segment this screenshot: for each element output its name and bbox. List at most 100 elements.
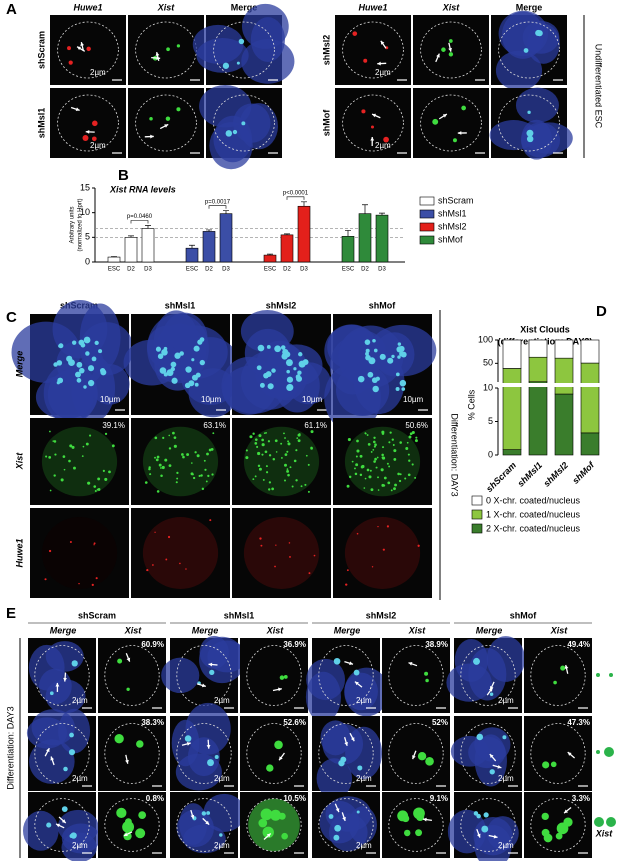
- signal: [176, 471, 179, 475]
- nucleus-outline: [213, 94, 275, 152]
- percentage: 63.1%: [203, 421, 226, 430]
- signal: [398, 479, 402, 483]
- signal: [261, 453, 264, 456]
- percentage: 49.4%: [567, 640, 590, 649]
- signal: [285, 359, 293, 367]
- signal: [274, 740, 283, 750]
- nucleus-outline: [34, 798, 90, 852]
- signal: [297, 439, 301, 443]
- nucleus: [161, 657, 200, 694]
- signal: [63, 468, 66, 471]
- signal: [345, 583, 348, 586]
- signal: [156, 490, 160, 493]
- signal: [155, 458, 159, 462]
- nucleus-outline: [246, 723, 302, 784]
- nucleus-outline: [246, 645, 302, 706]
- column-header: Merge: [231, 2, 258, 12]
- signal: [286, 468, 289, 470]
- row-label: shMsl2: [321, 35, 331, 66]
- signal: [382, 548, 385, 551]
- column-subheader: Xist: [408, 625, 427, 635]
- signal: [361, 464, 365, 469]
- signal: [382, 446, 385, 449]
- signal: [271, 487, 274, 491]
- signal: [364, 339, 371, 345]
- signal: [69, 541, 72, 544]
- signal: [197, 339, 203, 345]
- signal: [448, 39, 453, 43]
- signal: [399, 379, 407, 387]
- signal: [206, 811, 211, 815]
- arrow-head: [46, 748, 50, 753]
- signal: [415, 829, 423, 837]
- signal: [295, 449, 298, 452]
- signal: [201, 811, 207, 816]
- bar: [263, 254, 277, 263]
- signal: [526, 135, 534, 143]
- bar-segment: [554, 393, 574, 456]
- signal: [168, 434, 171, 437]
- signal: [307, 490, 310, 493]
- signal: [76, 378, 82, 383]
- signal: [305, 454, 308, 457]
- signal: [94, 489, 97, 493]
- nucleus-outline: [176, 798, 232, 852]
- arrow-head: [493, 834, 498, 839]
- percentage: 3.3%: [572, 794, 590, 803]
- signal: [159, 367, 167, 374]
- legend-swatch: [471, 495, 483, 506]
- signal: [165, 558, 168, 561]
- signal: [372, 449, 375, 451]
- signal: [371, 566, 374, 568]
- percentage: 0.8%: [146, 794, 164, 803]
- bar-segment: [502, 368, 522, 450]
- signal: [385, 46, 389, 50]
- signal: [200, 474, 203, 477]
- micrograph: [382, 638, 450, 713]
- cell-body: [142, 517, 219, 589]
- signal: [381, 453, 384, 457]
- signal: [92, 120, 98, 127]
- cell-body: [142, 426, 219, 497]
- signal: [483, 812, 489, 818]
- signal: [388, 441, 391, 444]
- signal: [102, 469, 105, 472]
- signal: [245, 449, 248, 452]
- scale-label: 2µm: [72, 774, 88, 783]
- signal: [391, 438, 394, 441]
- cell-body: [243, 426, 320, 497]
- bracket: [208, 205, 227, 209]
- signal: [374, 457, 377, 461]
- panel-label: C: [6, 309, 17, 326]
- legend-swatch: [419, 235, 435, 245]
- panel-label: A: [6, 1, 17, 18]
- percentage: 39.1%: [102, 421, 125, 430]
- nucleus-outline: [318, 798, 374, 852]
- signal: [161, 465, 165, 470]
- signal: [409, 432, 413, 436]
- nucleus: [320, 720, 351, 756]
- signal: [257, 464, 261, 468]
- signal: [386, 525, 390, 528]
- signal: [190, 462, 193, 464]
- signal: [399, 473, 402, 476]
- nucleus-outline: [57, 94, 119, 152]
- signal: [353, 669, 360, 676]
- arrow-head: [208, 662, 213, 667]
- error-bar: [128, 235, 134, 238]
- micrograph: [413, 88, 489, 158]
- signal: [266, 764, 274, 772]
- signal: [58, 343, 64, 349]
- signal: [489, 692, 494, 696]
- arrow-head: [266, 833, 271, 838]
- signal: [278, 812, 286, 820]
- signal: [274, 565, 276, 568]
- scale-label: 2µm: [498, 696, 514, 705]
- signal: [415, 436, 418, 439]
- panel-label: E: [6, 605, 16, 622]
- signal: [397, 810, 409, 822]
- arrow-head: [201, 683, 206, 688]
- arrow-head: [186, 742, 191, 746]
- arrow-head: [75, 107, 80, 112]
